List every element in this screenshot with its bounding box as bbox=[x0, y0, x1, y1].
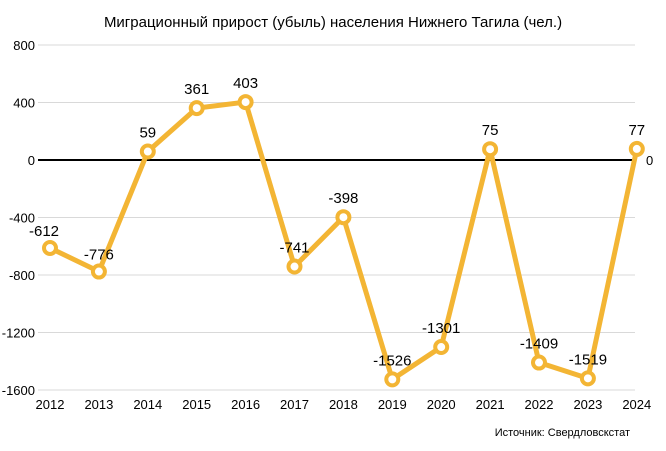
data-point bbox=[628, 140, 645, 157]
data-label: -1301 bbox=[422, 320, 460, 337]
data-label: -1526 bbox=[373, 352, 411, 369]
x-tick-label: 2021 bbox=[476, 397, 505, 412]
x-tick-label: 2023 bbox=[573, 397, 602, 412]
x-tick-label: 2020 bbox=[427, 397, 456, 412]
data-point bbox=[433, 339, 450, 356]
data-label: 75 bbox=[482, 122, 499, 139]
data-point bbox=[42, 239, 58, 256]
x-tick-label: 2018 bbox=[329, 397, 358, 412]
y-tick-label: -800 bbox=[9, 268, 35, 283]
y-tick-label: -1200 bbox=[2, 326, 35, 341]
x-tick-label: 2024 bbox=[622, 397, 651, 412]
x-tick-label: 2019 bbox=[378, 397, 407, 412]
data-point bbox=[139, 143, 156, 160]
y-tick-label: 0 bbox=[28, 153, 35, 168]
chart-title: Миграционный прирост (убыль) населения Н… bbox=[104, 14, 562, 31]
data-point bbox=[90, 263, 107, 280]
data-point bbox=[237, 94, 254, 111]
zero-line-label: 0 bbox=[646, 153, 653, 168]
data-label: 361 bbox=[184, 81, 209, 98]
data-label: 77 bbox=[628, 122, 645, 139]
data-label: -398 bbox=[328, 190, 358, 207]
data-point bbox=[482, 141, 499, 158]
data-label: -1409 bbox=[520, 336, 558, 353]
data-point bbox=[531, 354, 547, 371]
x-tick-label: 2015 bbox=[182, 397, 211, 412]
data-label: 59 bbox=[139, 125, 156, 142]
y-tick-label: -1600 bbox=[2, 383, 35, 398]
data-point bbox=[384, 371, 401, 388]
x-tick-label: 2016 bbox=[231, 397, 260, 412]
data-markers bbox=[42, 94, 645, 388]
y-tick-label: -400 bbox=[9, 211, 35, 226]
data-labels: -612 -776 59 361 403 -741 -398 -1526 -1301 75 -140… bbox=[29, 75, 645, 369]
data-label: -776 bbox=[84, 247, 114, 264]
data-label: 403 bbox=[233, 75, 258, 92]
x-tick-label: 2012 bbox=[36, 397, 65, 412]
data-point bbox=[188, 100, 205, 117]
data-label: -1519 bbox=[569, 351, 607, 368]
y-tick-label: 800 bbox=[13, 38, 35, 53]
x-tick-label: 2017 bbox=[280, 397, 309, 412]
data-point bbox=[335, 209, 352, 226]
x-axis-ticks: 2012 2013 2014 2015 2016 2017 2018 2019 2020 2021… bbox=[36, 397, 652, 412]
data-label: -741 bbox=[279, 240, 309, 257]
data-point bbox=[579, 370, 596, 387]
source-note: Источник: Свердловскстат bbox=[495, 427, 630, 439]
y-axis-ticks: 800 400 0 -400 -800 -1200 -1600 bbox=[2, 38, 35, 398]
x-tick-label: 2014 bbox=[133, 397, 162, 412]
x-tick-label: 2022 bbox=[525, 397, 554, 412]
data-label: -612 bbox=[29, 223, 59, 240]
y-tick-label: 400 bbox=[13, 96, 35, 111]
x-tick-label: 2013 bbox=[84, 397, 113, 412]
data-point bbox=[286, 258, 303, 275]
